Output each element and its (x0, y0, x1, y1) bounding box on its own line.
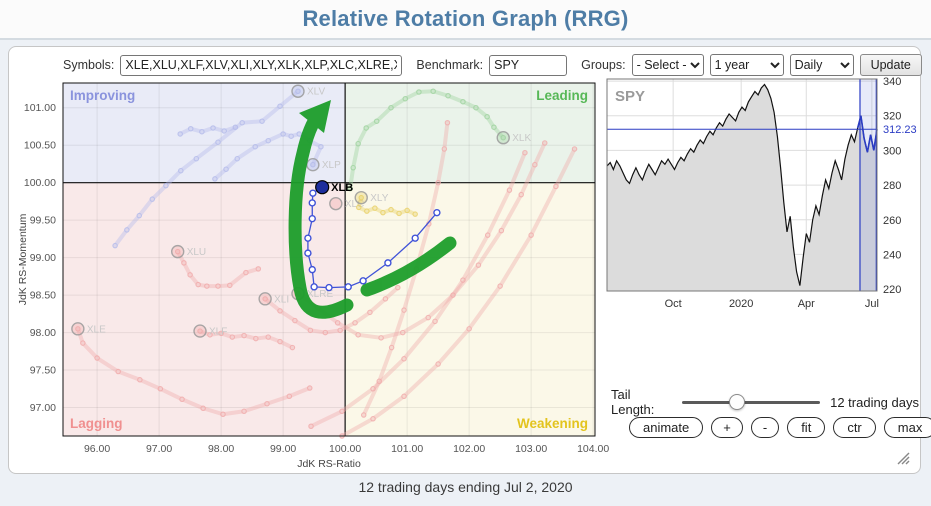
svg-text:XLE: XLE (87, 324, 106, 335)
update-button[interactable]: Update (859, 54, 922, 76)
spy-last-price-label: 312.23 (883, 124, 917, 136)
svg-text:98.50: 98.50 (30, 290, 56, 302)
svg-text:XLP: XLP (322, 160, 341, 171)
symbols-label: Symbols: (63, 58, 115, 72)
svg-text:100.50: 100.50 (24, 140, 56, 152)
spy-price-line (606, 83, 878, 286)
svg-text:98.00: 98.00 (30, 327, 56, 339)
series-XLY: XLY (354, 190, 389, 205)
svg-text:97.00: 97.00 (30, 402, 56, 414)
button-ctr[interactable]: ctr (833, 417, 876, 438)
frequency-select[interactable]: Daily (789, 54, 854, 76)
page-title: Relative Rotation Graph (RRG) (302, 6, 629, 31)
svg-text:Jul: Jul (865, 298, 879, 310)
spy-title: SPY (615, 88, 645, 105)
rrg-xaxis-title: JdK RS-Ratio (297, 458, 361, 470)
series-XLP: XLP (306, 157, 341, 172)
tail-length-slider-handle[interactable] (729, 393, 746, 410)
quadrant-leading (345, 83, 595, 183)
toolbar: Symbols: Benchmark: Groups: - Select - 1… (55, 53, 922, 77)
rrg-main-panel: Symbols: Benchmark: Groups: - Select - 1… (8, 46, 931, 474)
svg-text:XLB: XLB (331, 182, 353, 194)
svg-text:97.50: 97.50 (30, 365, 56, 377)
annotation-arrow (288, 100, 457, 319)
svg-text:2020: 2020 (729, 298, 753, 310)
svg-text:96.00: 96.00 (84, 443, 110, 455)
svg-text:XLV: XLV (307, 87, 325, 98)
button-zoom-in[interactable]: + (711, 417, 743, 438)
quadrant-label-lagging: Lagging (70, 416, 123, 431)
svg-text:280: 280 (883, 180, 901, 192)
svg-text:Apr: Apr (798, 298, 815, 310)
series-XLC: XLC (329, 196, 364, 211)
svg-text:340: 340 (883, 76, 901, 88)
svg-text:Oct: Oct (665, 298, 682, 310)
svg-text:XLI: XLI (274, 294, 289, 305)
svg-text:260: 260 (883, 215, 901, 227)
series-XLB-selected: XLB (304, 180, 441, 292)
chart-buttons: animate + - fit ctr max (629, 417, 931, 438)
tail-length-control: Tail Length: 12 trading days (611, 387, 919, 417)
series-XLU: XLU (171, 244, 206, 259)
quadrant-label-weakening: Weakening (517, 416, 588, 431)
app-header: Relative Rotation Graph (RRG) (0, 0, 931, 40)
spy-area-fill (607, 84, 877, 291)
rrg-plot-area: Improving Leading Lagging Weakening XLV XLP XL… (62, 82, 596, 439)
groups-label: Groups: (581, 58, 626, 72)
svg-text:99.50: 99.50 (30, 215, 56, 227)
svg-text:320: 320 (883, 111, 901, 123)
svg-text:100.00: 100.00 (329, 443, 361, 455)
svg-text:98.00: 98.00 (208, 443, 234, 455)
rrg-chart[interactable]: Improving Leading Lagging Weakening XLV XLP XL… (15, 79, 609, 471)
spy-plot-area: SPY (606, 78, 878, 292)
tail-length-slider-track[interactable] (682, 393, 821, 410)
svg-text:XLC: XLC (345, 199, 364, 210)
symbols-input[interactable] (120, 54, 403, 76)
rrg-yaxis-title: JdK RS-Momentum (17, 213, 29, 305)
spy-mini-chart[interactable]: SPY 220 240 260 280 300 320 340 312.23 Oct 2020 Apr… (605, 76, 919, 315)
svg-text:XLK: XLK (512, 133, 531, 144)
svg-text:100.00: 100.00 (24, 177, 56, 189)
svg-text:101.00: 101.00 (391, 443, 423, 455)
tail-length-value: 12 trading days (830, 394, 919, 410)
spy-price-line-recent (856, 115, 878, 153)
period-select[interactable]: 1 year (709, 54, 784, 76)
svg-text:XLU: XLU (187, 247, 206, 258)
quadrant-label-improving: Improving (70, 88, 135, 103)
series-XLV: XLV (291, 84, 325, 98)
svg-text:220: 220 (883, 284, 901, 296)
series-XLF: XLF (193, 324, 227, 338)
svg-text:XLY: XLY (370, 193, 388, 204)
svg-text:XLF: XLF (209, 327, 227, 338)
quadrant-weakening (345, 182, 595, 436)
svg-text:99.00: 99.00 (270, 443, 296, 455)
series-XLE: XLE (71, 322, 106, 336)
svg-text:300: 300 (883, 145, 901, 157)
benchmark-label: Benchmark: (416, 58, 484, 72)
resize-grip-icon[interactable] (894, 449, 910, 465)
tail-length-label: Tail Length: (611, 387, 655, 417)
svg-text:XLRE: XLRE (307, 289, 333, 300)
button-max[interactable]: max (883, 417, 931, 438)
svg-text:103.00: 103.00 (515, 443, 547, 455)
button-fit[interactable]: fit (787, 417, 826, 438)
quadrant-label-leading: Leading (536, 88, 588, 103)
spy-highlight-window (859, 79, 877, 291)
svg-text:102.00: 102.00 (453, 443, 485, 455)
benchmark-input[interactable] (489, 54, 568, 76)
svg-text:101.00: 101.00 (24, 102, 56, 114)
groups-select[interactable]: - Select - (631, 54, 704, 76)
svg-text:99.00: 99.00 (30, 252, 56, 264)
footer-caption: 12 trading days ending Jul 2, 2020 (358, 479, 573, 495)
svg-text:97.00: 97.00 (146, 443, 172, 455)
svg-text:240: 240 (883, 249, 901, 261)
button-animate[interactable]: animate (629, 417, 704, 438)
series-XLI: XLI (258, 292, 289, 306)
series-XLK: XLK (496, 131, 531, 145)
svg-text:104.00: 104.00 (577, 443, 609, 455)
button-zoom-out[interactable]: - (750, 417, 780, 438)
